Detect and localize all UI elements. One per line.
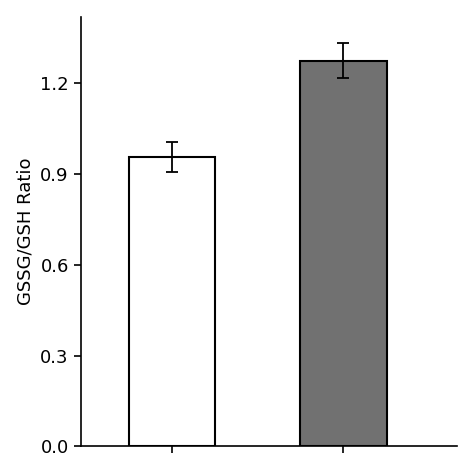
Bar [128,157,215,447]
Bar [300,61,387,447]
Y-axis label: GSSG/GSH Ratio: GSSG/GSH Ratio [17,158,35,305]
